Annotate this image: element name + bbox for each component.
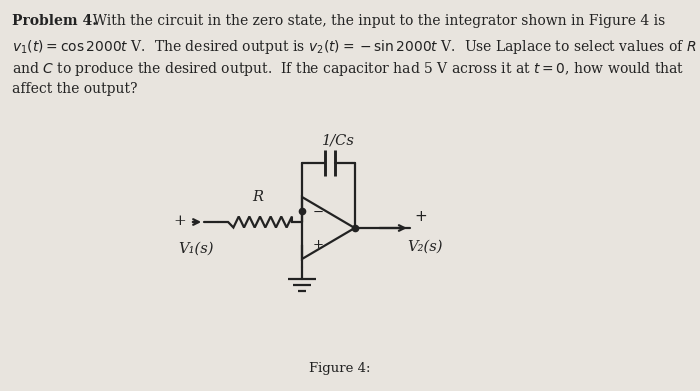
Text: V₂(s): V₂(s) [407,240,443,254]
Text: +: + [174,214,186,228]
Text: 1/Cs: 1/Cs [322,133,355,147]
Text: $-$: $-$ [312,205,323,218]
Text: With the circuit in the zero state, the input to the integrator shown in Figure : With the circuit in the zero state, the … [84,14,665,28]
Text: $v_1(t) = \cos 2000t$ V.  The desired output is $v_2(t) = -\sin 2000t$ V.  Use L: $v_1(t) = \cos 2000t$ V. The desired out… [12,38,696,56]
Text: affect the output?: affect the output? [12,82,137,96]
Text: $+$: $+$ [414,210,427,224]
Text: and $C$ to produce the desired output.  If the capacitor had 5 V across it at $t: and $C$ to produce the desired output. I… [12,60,685,78]
Text: Figure 4:: Figure 4: [309,362,371,375]
Text: Problem 4.: Problem 4. [12,14,97,28]
Text: V₁(s): V₁(s) [178,242,214,256]
Text: R: R [253,190,263,204]
Text: $+$: $+$ [312,238,323,251]
